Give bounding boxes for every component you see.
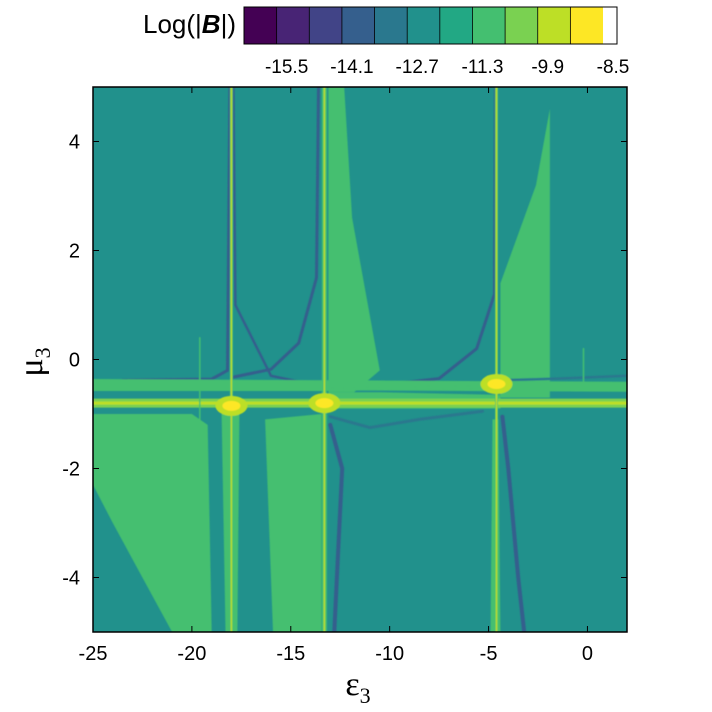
colorbar-tick-label: -11.3: [462, 57, 504, 78]
y-axis-title: μ3: [13, 347, 55, 376]
colorbar-swatch: [505, 7, 538, 44]
y-tick-label: -2: [62, 459, 80, 481]
colorbar-swatch: [341, 7, 375, 44]
colorbar-swatch: [374, 7, 408, 44]
y-axis: -4 -2 0 2 4: [62, 132, 627, 590]
colorbar-ticks: -15.5 -14.1 -12.7 -11.3 -9.9 -8.5: [265, 57, 629, 78]
x-tick-label: -25: [79, 643, 108, 665]
region-upper-right: [500, 108, 550, 398]
y-tick-label: 4: [69, 132, 80, 154]
resonance-spot-core: [492, 381, 501, 387]
y-tick-label: 0: [69, 350, 80, 372]
x-axis: -25 -20 -15 -10 -5 0: [79, 87, 593, 665]
y-tick-label: -4: [62, 568, 80, 590]
heatmap-features: [93, 87, 627, 632]
colorbar-swatch: [407, 7, 440, 44]
region-upper-mid: [328, 87, 380, 393]
x-tick-label: -15: [276, 643, 305, 665]
band-upper-thin: [93, 385, 627, 391]
colorbar-swatch: [309, 7, 342, 44]
trough-right-h: [501, 374, 627, 382]
trough-mid-lower-h: [328, 409, 485, 430]
colorbar-title: Log(|B|): [143, 9, 236, 39]
x-tick-label: 0: [582, 643, 593, 665]
x-tick-label: -5: [480, 643, 498, 665]
colorbar-swatch: [472, 7, 506, 44]
colorbar-tick-label: -9.9: [531, 57, 564, 78]
region-lower-mid: [265, 414, 322, 632]
colorbar-tick-label: -8.5: [597, 57, 630, 78]
colorbar-swatch: [537, 7, 571, 44]
colorbar-swatch: [439, 7, 473, 44]
colorbar: Log(|B|) -15.5 -14.1 -12.7 -11.3 -9.9 -8.5: [143, 6, 629, 78]
resonance-spot-core: [227, 403, 236, 409]
colorbar-swatch: [276, 7, 310, 44]
colorbar-tick-label: -12.7: [396, 57, 439, 78]
colorbar-tick-label: -14.1: [330, 57, 373, 78]
trough-right-lower: [500, 414, 527, 632]
colorbar-swatch: [244, 7, 277, 44]
trough-mid-lower: [328, 422, 345, 632]
trough-right-upper: [388, 87, 497, 386]
y-tick-label: 2: [69, 241, 80, 263]
x-axis-title: ε3: [345, 666, 370, 708]
trough-mid-upper: [229, 87, 320, 379]
colorbar-frame: [243, 6, 618, 45]
colorbar-swatch: [570, 7, 604, 44]
x-tick-label: -20: [177, 643, 206, 665]
plot-area: [93, 87, 627, 632]
x-tick-label: -10: [375, 643, 404, 665]
resonance-spot-core: [320, 400, 329, 406]
colorbar-swatches: [243, 6, 618, 45]
colorbar-tick-label: -15.5: [265, 57, 308, 78]
region-left: [93, 414, 212, 632]
